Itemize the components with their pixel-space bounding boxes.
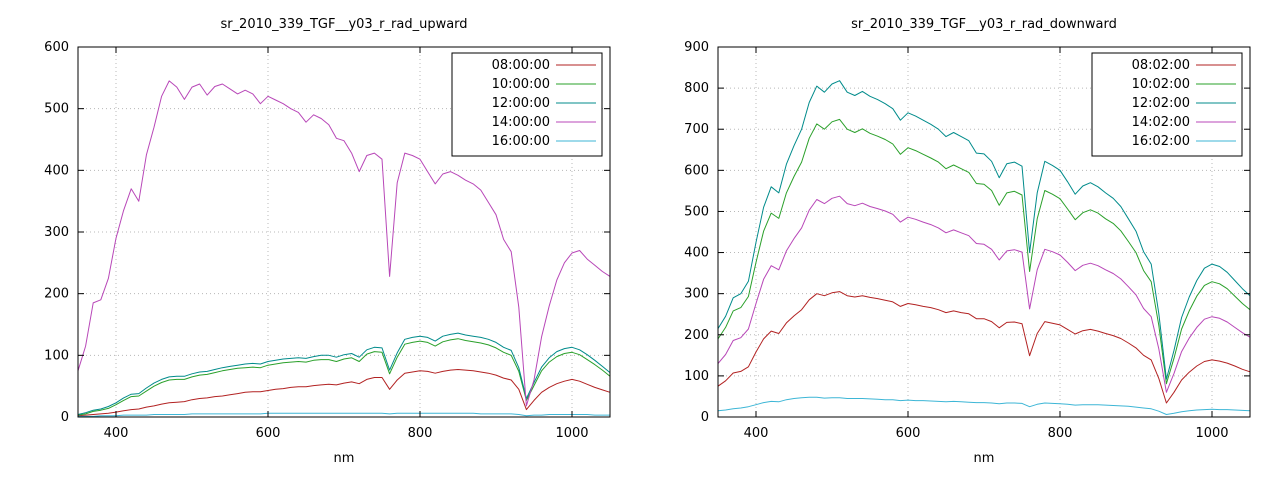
y-tick-label: 700 (684, 122, 709, 137)
legend-box (451, 52, 603, 157)
y-tick-label: 600 (44, 40, 69, 55)
plot-border (717, 46, 1251, 418)
x-axis-label-downward: nm (974, 451, 995, 466)
y-tick-label: 100 (44, 348, 69, 363)
x-tick-label: 800 (1048, 426, 1073, 441)
y-tick-label: 200 (684, 328, 709, 343)
y-tick-label: 500 (44, 102, 69, 117)
x-axis-label-upward: nm (334, 451, 355, 466)
x-tick-label: 1000 (1195, 426, 1228, 441)
series-line-10:00:00 (77, 338, 611, 416)
legend-label: 12:02:00 (1132, 96, 1190, 111)
x-tick-label: 800 (408, 426, 433, 441)
chart-downward: sr_2010_339_TGF__y03_r_rad_downward nm 4… (640, 0, 1280, 480)
y-tick-label: 400 (684, 246, 709, 261)
y-tick-label: 500 (684, 204, 709, 219)
x-tick-label: 600 (256, 426, 281, 441)
legend-label: 10:02:00 (1132, 77, 1190, 92)
x-tick-label: 400 (744, 426, 769, 441)
x-tick-label: 600 (896, 426, 921, 441)
series-line-16:02:00 (717, 396, 1251, 415)
legend-label: 16:02:00 (1132, 134, 1190, 149)
y-tick-label: 0 (701, 410, 709, 425)
legend-label: 10:00:00 (492, 77, 550, 92)
y-tick-label: 200 (44, 287, 69, 302)
y-tick-label: 800 (684, 81, 709, 96)
x-tick-label: 1000 (555, 426, 588, 441)
legend-label: 08:02:00 (1132, 58, 1190, 73)
y-tick-label: 100 (684, 369, 709, 384)
series-line-10:02:00 (717, 118, 1251, 385)
legend-label: 08:00:00 (492, 58, 550, 73)
x-tick-label: 400 (104, 426, 129, 441)
series-line-08:00:00 (77, 369, 611, 417)
series-line-16:00:00 (78, 412, 610, 417)
series-line-14:00:00 (77, 80, 611, 407)
series-line-08:02:00 (717, 291, 1251, 404)
legend-label: 14:02:00 (1132, 115, 1190, 130)
plot-upward: sr_2010_339_TGF__y03_r_rad_upward nm 400… (44, 17, 611, 466)
chart-title-upward: sr_2010_339_TGF__y03_r_rad_upward (220, 17, 467, 32)
legend-label: 12:00:00 (492, 96, 550, 111)
y-tick-label: 300 (684, 287, 709, 302)
chart-title-downward: sr_2010_339_TGF__y03_r_rad_downward (851, 17, 1117, 32)
series-line-12:00:00 (77, 332, 611, 415)
series-line-14:02:00 (717, 195, 1251, 393)
series-line-12:02:00 (717, 80, 1251, 380)
plot-downward: sr_2010_339_TGF__y03_r_rad_downward nm 4… (684, 17, 1251, 466)
y-tick-label: 600 (684, 163, 709, 178)
legend-label: 16:00:00 (492, 134, 550, 149)
legend-box (1091, 52, 1243, 157)
y-tick-label: 900 (684, 40, 709, 55)
chart-upward: sr_2010_339_TGF__y03_r_rad_upward nm 400… (44, 17, 611, 466)
y-tick-label: 400 (44, 163, 69, 178)
y-tick-label: 300 (44, 225, 69, 240)
legend-label: 14:00:00 (492, 115, 550, 130)
y-tick-label: 0 (61, 410, 69, 425)
